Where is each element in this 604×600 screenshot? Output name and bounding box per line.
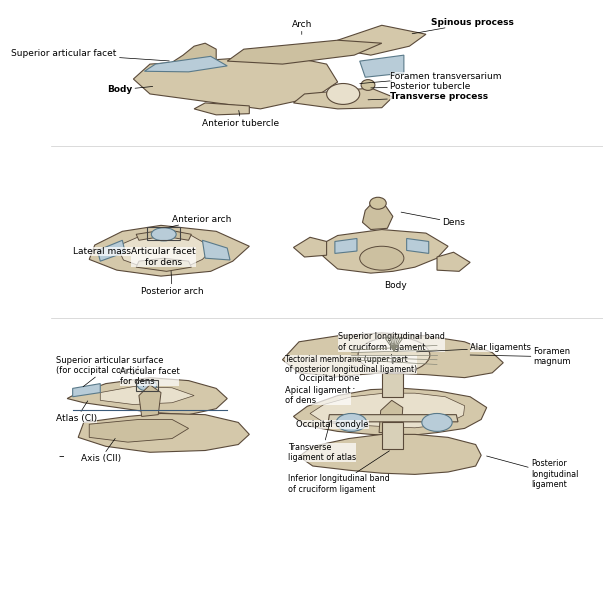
Ellipse shape bbox=[370, 197, 386, 209]
Polygon shape bbox=[67, 377, 227, 415]
Polygon shape bbox=[294, 388, 487, 436]
Text: Body: Body bbox=[107, 85, 153, 94]
Text: Lateral mass: Lateral mass bbox=[72, 247, 130, 256]
Polygon shape bbox=[172, 43, 216, 64]
Text: Transverse process: Transverse process bbox=[368, 92, 488, 101]
Polygon shape bbox=[382, 422, 403, 449]
Bar bbox=[136, 380, 158, 391]
Polygon shape bbox=[382, 373, 403, 397]
Polygon shape bbox=[294, 237, 327, 257]
Text: Dens: Dens bbox=[401, 212, 466, 227]
Text: Alar ligaments: Alar ligaments bbox=[417, 343, 531, 352]
Text: –: – bbox=[59, 451, 65, 461]
Text: Atlas (CI): Atlas (CI) bbox=[56, 401, 97, 423]
Ellipse shape bbox=[361, 80, 375, 91]
Polygon shape bbox=[406, 238, 429, 253]
Polygon shape bbox=[133, 55, 338, 109]
Text: Posterior tubercle: Posterior tubercle bbox=[371, 82, 471, 91]
Polygon shape bbox=[379, 400, 403, 433]
Polygon shape bbox=[89, 226, 249, 276]
Text: Posterior arch: Posterior arch bbox=[141, 271, 204, 296]
Text: Inferior longitudinal band
of cruciform ligament: Inferior longitudinal band of cruciform … bbox=[288, 451, 390, 494]
Polygon shape bbox=[100, 386, 194, 404]
Text: Body: Body bbox=[384, 281, 407, 290]
Text: Apical ligament
of dens: Apical ligament of dens bbox=[285, 386, 354, 405]
Polygon shape bbox=[335, 238, 357, 253]
Polygon shape bbox=[72, 383, 100, 397]
Ellipse shape bbox=[422, 413, 452, 431]
Polygon shape bbox=[328, 415, 458, 422]
Text: Transverse
ligament of atlas: Transverse ligament of atlas bbox=[288, 421, 356, 462]
Ellipse shape bbox=[336, 413, 367, 431]
Polygon shape bbox=[144, 56, 227, 72]
Polygon shape bbox=[338, 25, 426, 55]
Ellipse shape bbox=[138, 380, 157, 391]
Text: Arch: Arch bbox=[292, 20, 312, 34]
Polygon shape bbox=[202, 240, 230, 260]
Ellipse shape bbox=[360, 246, 404, 270]
Polygon shape bbox=[136, 258, 191, 271]
Polygon shape bbox=[194, 103, 249, 115]
Polygon shape bbox=[97, 240, 125, 261]
Text: Axis (CII): Axis (CII) bbox=[81, 439, 121, 463]
Polygon shape bbox=[315, 230, 448, 273]
Polygon shape bbox=[299, 434, 481, 475]
Ellipse shape bbox=[327, 83, 360, 104]
Text: Anterior tubercle: Anterior tubercle bbox=[202, 110, 280, 128]
Text: Spinous process: Spinous process bbox=[412, 19, 515, 34]
Polygon shape bbox=[89, 419, 188, 442]
Bar bbox=[147, 227, 181, 239]
Polygon shape bbox=[310, 393, 464, 428]
Text: Occipital bone: Occipital bone bbox=[299, 374, 359, 383]
Polygon shape bbox=[227, 40, 382, 64]
Text: Superior longitudinal band
of cruciform ligament: Superior longitudinal band of cruciform … bbox=[338, 332, 445, 363]
Polygon shape bbox=[283, 333, 503, 377]
Text: Tectorial membrane (upper part
of posterior longitudinal ligament): Tectorial membrane (upper part of poster… bbox=[285, 355, 417, 374]
Text: Superior articular facet: Superior articular facet bbox=[11, 49, 169, 61]
Text: Articular facet
for dens: Articular facet for dens bbox=[132, 247, 196, 267]
Text: Posterior
longitudinal
ligament: Posterior longitudinal ligament bbox=[487, 456, 578, 489]
Polygon shape bbox=[437, 252, 470, 271]
Polygon shape bbox=[78, 413, 249, 452]
Polygon shape bbox=[294, 88, 393, 109]
Polygon shape bbox=[117, 232, 213, 270]
Polygon shape bbox=[362, 202, 393, 230]
Ellipse shape bbox=[358, 337, 430, 373]
Text: Articular facet
for dens: Articular facet for dens bbox=[120, 367, 179, 386]
Polygon shape bbox=[136, 230, 191, 240]
Text: Foramen
magnum: Foramen magnum bbox=[470, 347, 571, 367]
Text: Foramen transversarium: Foramen transversarium bbox=[360, 71, 501, 83]
Polygon shape bbox=[139, 385, 161, 416]
Text: Occipital condyle: Occipital condyle bbox=[296, 420, 368, 429]
Ellipse shape bbox=[152, 228, 176, 241]
Polygon shape bbox=[360, 55, 404, 77]
Text: Anterior arch: Anterior arch bbox=[167, 215, 231, 228]
Text: Superior articular surface
(for occipital condyle): Superior articular surface (for occipita… bbox=[56, 356, 164, 386]
